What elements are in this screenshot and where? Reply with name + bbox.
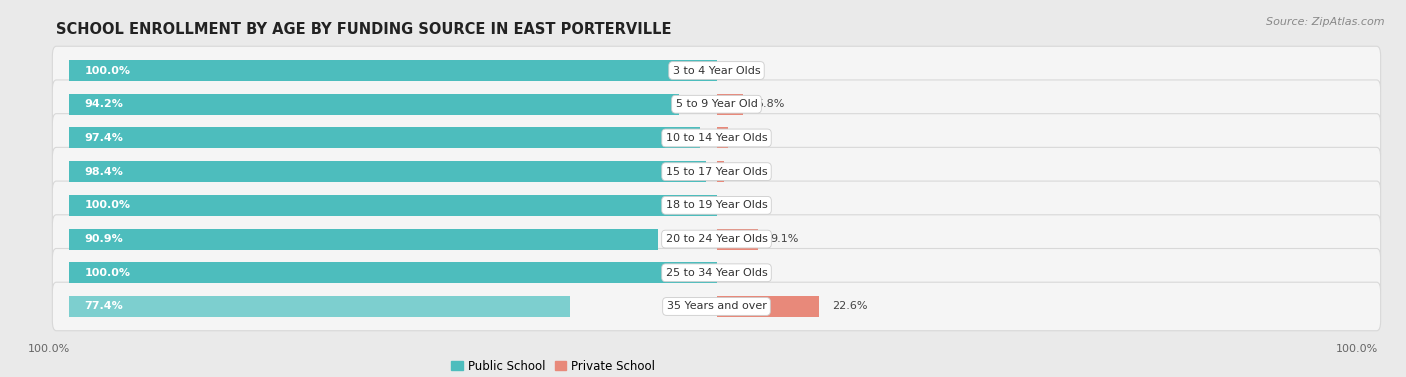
Text: 100.0%: 100.0% bbox=[1336, 344, 1378, 354]
Text: 20 to 24 Year Olds: 20 to 24 Year Olds bbox=[665, 234, 768, 244]
Text: 1.6%: 1.6% bbox=[737, 167, 765, 177]
Text: 3 to 4 Year Olds: 3 to 4 Year Olds bbox=[672, 66, 761, 75]
Bar bbox=[717, 94, 742, 115]
FancyBboxPatch shape bbox=[52, 147, 1381, 196]
Text: 2.6%: 2.6% bbox=[741, 133, 769, 143]
Text: 0.0%: 0.0% bbox=[730, 200, 758, 210]
Text: 25 to 34 Year Olds: 25 to 34 Year Olds bbox=[665, 268, 768, 278]
Text: 9.1%: 9.1% bbox=[770, 234, 799, 244]
FancyBboxPatch shape bbox=[52, 248, 1381, 297]
Bar bbox=[69, 161, 706, 182]
Bar bbox=[717, 296, 818, 317]
Bar bbox=[69, 94, 679, 115]
Text: Source: ZipAtlas.com: Source: ZipAtlas.com bbox=[1267, 17, 1385, 27]
Text: 90.9%: 90.9% bbox=[84, 234, 124, 244]
Bar bbox=[69, 262, 717, 283]
Text: 100.0%: 100.0% bbox=[84, 200, 131, 210]
Bar bbox=[69, 296, 571, 317]
Text: 98.4%: 98.4% bbox=[84, 167, 124, 177]
FancyBboxPatch shape bbox=[52, 215, 1381, 263]
Text: 15 to 17 Year Olds: 15 to 17 Year Olds bbox=[665, 167, 768, 177]
Text: SCHOOL ENROLLMENT BY AGE BY FUNDING SOURCE IN EAST PORTERVILLE: SCHOOL ENROLLMENT BY AGE BY FUNDING SOUR… bbox=[56, 22, 672, 37]
FancyBboxPatch shape bbox=[52, 181, 1381, 230]
Text: 0.0%: 0.0% bbox=[730, 268, 758, 278]
Text: 77.4%: 77.4% bbox=[84, 302, 124, 311]
Text: 18 to 19 Year Olds: 18 to 19 Year Olds bbox=[665, 200, 768, 210]
Text: 100.0%: 100.0% bbox=[28, 344, 70, 354]
FancyBboxPatch shape bbox=[52, 80, 1381, 129]
Text: 10 to 14 Year Olds: 10 to 14 Year Olds bbox=[665, 133, 768, 143]
Bar bbox=[717, 228, 758, 250]
Text: 97.4%: 97.4% bbox=[84, 133, 124, 143]
Text: 35 Years and over: 35 Years and over bbox=[666, 302, 766, 311]
Bar bbox=[69, 228, 658, 250]
Text: 100.0%: 100.0% bbox=[84, 66, 131, 75]
Bar bbox=[69, 127, 700, 149]
Text: 100.0%: 100.0% bbox=[84, 268, 131, 278]
Bar bbox=[717, 161, 724, 182]
FancyBboxPatch shape bbox=[52, 282, 1381, 331]
Text: 94.2%: 94.2% bbox=[84, 99, 124, 109]
Text: 5 to 9 Year Old: 5 to 9 Year Old bbox=[675, 99, 758, 109]
Bar bbox=[69, 60, 717, 81]
Bar bbox=[717, 127, 728, 149]
Text: 5.8%: 5.8% bbox=[756, 99, 785, 109]
Bar bbox=[69, 195, 717, 216]
Text: 22.6%: 22.6% bbox=[832, 302, 868, 311]
Text: 0.0%: 0.0% bbox=[730, 66, 758, 75]
Legend: Public School, Private School: Public School, Private School bbox=[446, 355, 659, 377]
FancyBboxPatch shape bbox=[52, 46, 1381, 95]
FancyBboxPatch shape bbox=[52, 114, 1381, 162]
